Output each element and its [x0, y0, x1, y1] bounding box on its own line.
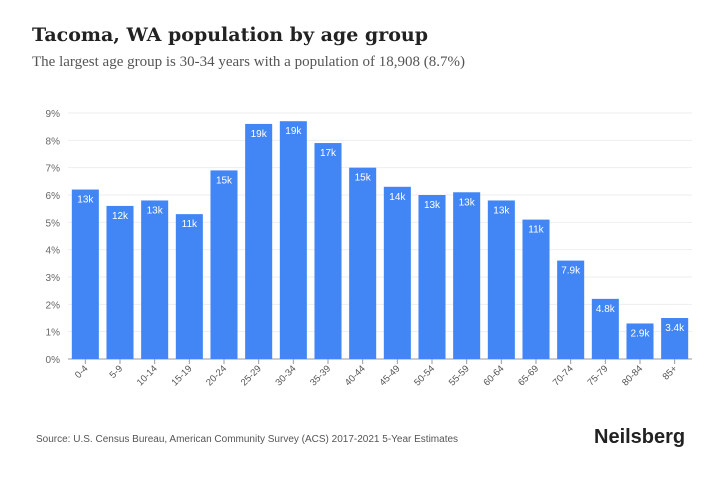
- y-tick-label: 3%: [46, 273, 61, 284]
- data-label: 15k: [355, 173, 372, 184]
- bar-0-4: [71, 189, 99, 359]
- bar-80-84: [626, 323, 654, 359]
- data-label: 4.8k: [596, 304, 616, 315]
- data-label: 15k: [216, 175, 233, 186]
- x-tick-label: 15-19: [169, 363, 194, 388]
- data-label: 2.9k: [631, 328, 651, 339]
- x-tick-label: 30-34: [273, 363, 298, 388]
- x-tick-label: 65-69: [516, 363, 541, 388]
- bar-5-9: [106, 205, 134, 359]
- data-label: 17k: [320, 148, 337, 159]
- bar-70-74: [557, 260, 585, 359]
- y-tick-label: 9%: [46, 109, 61, 120]
- data-label: 19k: [251, 129, 268, 140]
- x-tick-label: 85+: [661, 363, 680, 382]
- bar-40-44: [349, 167, 377, 359]
- data-label: 11k: [182, 219, 198, 230]
- x-tick-label: 5-9: [108, 363, 125, 380]
- x-tick-label: 20-24: [204, 363, 229, 388]
- bar-75-79: [591, 298, 619, 359]
- bar-25-29: [245, 123, 273, 359]
- x-tick-label: 80-84: [620, 363, 645, 388]
- y-tick-label: 8%: [46, 136, 61, 147]
- data-label: 13k: [77, 195, 94, 206]
- y-tick-label: 1%: [46, 328, 61, 339]
- data-label: 3.4k: [665, 323, 685, 334]
- bar-50-54: [418, 195, 446, 359]
- chart-subtitle: The largest age group is 30-34 years wit…: [32, 54, 465, 70]
- y-tick-label: 2%: [46, 300, 61, 311]
- y-tick-label: 0%: [46, 355, 61, 366]
- bar-45-49: [383, 186, 411, 359]
- bar-65-69: [522, 219, 550, 359]
- x-tick-label: 50-54: [412, 363, 437, 388]
- bar-15-19: [175, 214, 203, 359]
- data-label: 13k: [493, 205, 510, 216]
- x-tick-label: 10-14: [135, 363, 160, 388]
- bar-30-34: [279, 121, 307, 359]
- y-tick-label: 7%: [46, 164, 61, 175]
- bar-85+: [661, 318, 689, 359]
- y-tick-label: 6%: [46, 191, 61, 202]
- data-label: 13k: [147, 205, 164, 216]
- chart-title: Tacoma, WA population by age group: [32, 24, 428, 46]
- x-tick-label: 55-59: [447, 363, 472, 388]
- source-note: Source: U.S. Census Bureau, American Com…: [36, 434, 459, 445]
- data-label: 12k: [112, 211, 129, 222]
- bar-55-59: [453, 192, 481, 359]
- data-label: 13k: [459, 197, 476, 208]
- x-tick-label: 45-49: [377, 363, 402, 388]
- bar-10-14: [141, 200, 169, 359]
- neilsberg-logo: Neilsberg: [594, 426, 686, 448]
- x-tick-label: 35-39: [308, 363, 333, 388]
- data-label: 11k: [528, 225, 544, 236]
- x-tick-label: 0-4: [73, 363, 90, 380]
- bar-35-39: [314, 143, 342, 359]
- bar-20-24: [210, 170, 238, 359]
- x-tick-label: 40-44: [343, 363, 368, 388]
- x-tick-label: 70-74: [551, 363, 576, 388]
- data-label: 13k: [424, 200, 441, 211]
- x-tick-label: 25-29: [239, 363, 264, 388]
- y-tick-label: 4%: [46, 246, 61, 257]
- data-label: 7.9k: [561, 266, 581, 277]
- data-label: 19k: [285, 126, 302, 137]
- data-label: 14k: [389, 192, 406, 203]
- y-tick-label: 5%: [46, 218, 61, 229]
- x-tick-label: 60-64: [481, 363, 506, 388]
- bar-60-64: [487, 200, 515, 359]
- x-tick-label: 75-79: [585, 363, 610, 388]
